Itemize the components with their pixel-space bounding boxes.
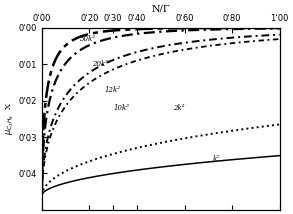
Text: 30k²: 30k² bbox=[80, 35, 96, 43]
Text: 12k²: 12k² bbox=[105, 86, 121, 94]
Text: 20k²: 20k² bbox=[92, 60, 108, 68]
X-axis label: N/Γ: N/Γ bbox=[151, 4, 170, 13]
Text: 10k²: 10k² bbox=[113, 104, 129, 112]
Text: k²: k² bbox=[213, 155, 220, 163]
Text: 2k²: 2k² bbox=[173, 104, 184, 112]
Y-axis label: $\mu_{C_3H_8}$  X: $\mu_{C_3H_8}$ X bbox=[4, 102, 16, 135]
